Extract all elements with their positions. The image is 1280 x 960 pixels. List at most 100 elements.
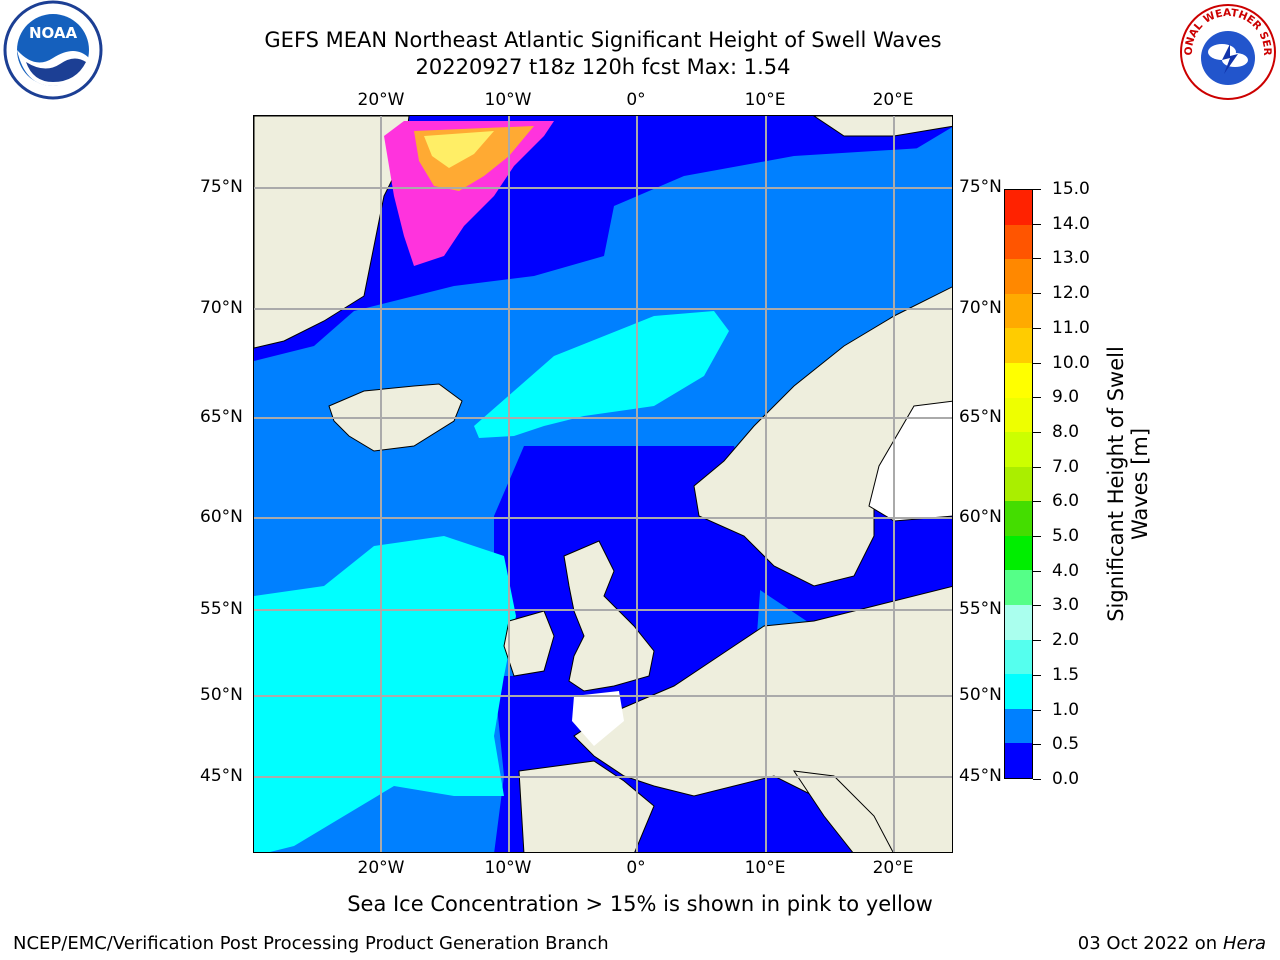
colorbar-label: 8.0 (1052, 421, 1080, 442)
lon-label-top: 10°E (744, 90, 786, 110)
lon-label-bottom: 10°W (484, 858, 532, 878)
lon-label-bottom: 20°W (357, 858, 405, 878)
colorbar-tick (1033, 362, 1041, 364)
lat-label-left: 55°N (200, 599, 243, 619)
colorbar-tick (1033, 189, 1041, 190)
colorbar-tick (1033, 570, 1041, 572)
lat-label-right: 70°N (959, 298, 1002, 318)
lat-label-right: 60°N (959, 507, 1002, 527)
lon-label-top: 20°W (357, 90, 405, 110)
colorbar-segment (1005, 708, 1032, 744)
colorbar-label: 1.5 (1052, 664, 1080, 685)
lat-label-right: 50°N (959, 685, 1002, 705)
lat-label-left: 45°N (200, 766, 243, 786)
colorbar-label: 7.0 (1052, 456, 1080, 477)
lat-label-left: 65°N (200, 407, 243, 427)
chart-title: GEFS MEAN Northeast Atlantic Significant… (264, 28, 942, 52)
lat-label-right: 45°N (959, 766, 1002, 786)
colorbar-tick (1033, 258, 1041, 260)
colorbar-segment (1005, 431, 1032, 467)
colorbar-tick (1033, 466, 1041, 468)
ocean-high-swell-iceland-sea (474, 311, 729, 438)
colorbar-title-line2: Waves [m] (1128, 427, 1152, 541)
footer-date-text: 03 Oct 2022 on (1077, 933, 1223, 954)
colorbar-label: 2.0 (1052, 630, 1080, 651)
colorbar-tick (1033, 709, 1041, 711)
colorbar-label: 6.0 (1052, 491, 1080, 512)
colorbar-tick (1033, 744, 1041, 746)
colorbar-label: 14.0 (1052, 213, 1090, 234)
colorbar-segment (1005, 224, 1032, 260)
land-mask-brittany (572, 691, 624, 746)
colorbar-label: 15.0 (1052, 179, 1090, 199)
lat-label-right: 65°N (959, 407, 1002, 427)
land-great-britain (563, 540, 655, 692)
colorbar-tick (1033, 501, 1041, 503)
colorbar-segment (1005, 189, 1032, 225)
colorbar-tick (1033, 779, 1041, 780)
land-svalbard (813, 116, 952, 137)
colorbar-label: 9.0 (1052, 387, 1080, 408)
swell-height-map (254, 116, 952, 852)
colorbar-tick (1033, 223, 1041, 225)
colorbar-segment (1005, 293, 1032, 329)
colorbar-segment (1005, 639, 1032, 675)
map-panel (253, 115, 953, 853)
colorbar-tick (1033, 605, 1041, 607)
colorbar-title-line1: Significant Height of Swell (1104, 346, 1128, 622)
lat-label-left: 60°N (200, 507, 243, 527)
colorbar-tick (1033, 293, 1041, 295)
lon-label-top: 0° (626, 90, 646, 110)
lon-label-bottom: 0° (626, 858, 646, 878)
sea-ice-note: Sea Ice Concentration > 15% is shown in … (347, 892, 933, 916)
lat-label-left: 70°N (200, 298, 243, 318)
ocean-low-swell-northsea (494, 446, 764, 716)
land-continental-europe (573, 585, 952, 852)
lon-label-top: 10°W (484, 90, 532, 110)
colorbar-label: 0.5 (1052, 734, 1080, 755)
lat-label-left: 50°N (200, 685, 243, 705)
colorbar-segment (1005, 362, 1032, 398)
lat-label-right: 55°N (959, 599, 1002, 619)
colorbar-label: 4.0 (1052, 560, 1080, 581)
lon-label-bottom: 10°E (744, 858, 786, 878)
noaa-logo-text: NOAA (29, 24, 78, 42)
colorbar-label: 3.0 (1052, 595, 1080, 616)
nws-logo: NATIONAL WEATHER SERVICE (1174, 0, 1278, 102)
colorbar-label: 1.0 (1052, 699, 1080, 720)
lat-label-left: 75°N (200, 177, 243, 197)
footer-machine: Hera (1222, 933, 1266, 954)
ocean-medium-swell-west (254, 556, 324, 596)
lon-label-bottom: 20°E (872, 858, 914, 878)
colorbar-segment (1005, 673, 1032, 709)
colorbar-segment (1005, 500, 1032, 536)
footer-credit: NCEP/EMC/Verification Post Processing Pr… (13, 933, 609, 954)
colorbar (1004, 189, 1033, 779)
colorbar-tick (1033, 674, 1041, 676)
colorbar-tick (1033, 327, 1041, 329)
colorbar-tick (1033, 536, 1041, 538)
colorbar-segment (1005, 604, 1032, 640)
colorbar-segment (1005, 742, 1032, 778)
colorbar-label: 5.0 (1052, 526, 1080, 547)
colorbar-tick (1033, 640, 1041, 642)
chart-subtitle: 20220927 t18z 120h fcst Max: 1.54 (415, 55, 791, 79)
land-iberia (518, 760, 655, 852)
colorbar-segment (1005, 535, 1032, 571)
colorbar-segment (1005, 466, 1032, 502)
sea-ice-yellow (424, 131, 494, 168)
colorbar-tick (1033, 431, 1041, 433)
colorbar-segment (1005, 258, 1032, 294)
colorbar-label: 11.0 (1052, 317, 1090, 338)
ocean-high-swell-atlantic (254, 536, 516, 852)
footer-date: 03 Oct 2022 on Hera (1078, 933, 1266, 955)
colorbar-title: Significant Height of Swell Waves [m] (1104, 346, 1152, 622)
graticule (254, 116, 952, 852)
colorbar-segment (1005, 397, 1032, 433)
colorbar-segment (1005, 327, 1032, 363)
colorbar-label: 10.0 (1052, 352, 1090, 373)
colorbar-segment (1005, 569, 1032, 606)
noaa-logo: NOAA (0, 0, 106, 106)
colorbar-tick (1033, 397, 1041, 399)
colorbar-label: 0.0 (1052, 769, 1080, 789)
